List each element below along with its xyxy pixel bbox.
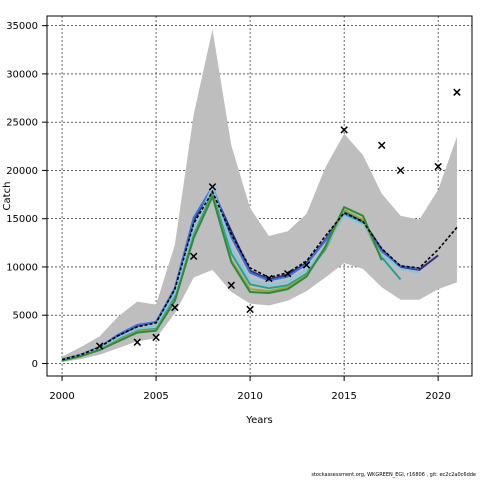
x-axis: 2000 2005 2010 2015 2020: [49, 376, 451, 402]
confidence-band: [62, 29, 457, 363]
median-line: [61, 189, 458, 361]
series-line-6: [61, 195, 383, 362]
y-tick-label: 20000: [6, 166, 38, 177]
observed-point: [378, 141, 386, 150]
x-axis-title: Years: [245, 415, 272, 426]
observed-point: [208, 183, 217, 191]
observed-point: [95, 342, 104, 350]
observed-point: [340, 126, 348, 134]
observed-point: [171, 303, 179, 312]
y-axis-title: Catch: [2, 182, 13, 211]
x-tick-label: 2010: [237, 391, 262, 402]
median-estimate-line: [61, 189, 458, 361]
y-tick-label: 5000: [13, 311, 38, 322]
observed-point: [396, 166, 405, 175]
x-tick-label: 2020: [425, 391, 450, 402]
plot-frame: [46, 15, 473, 377]
x-tick-label: 2015: [331, 391, 356, 402]
observed-point: [302, 261, 311, 269]
observed-point: [246, 305, 254, 314]
y-axis: 0 5000 10000 15000 20000 25000 30000 35000: [6, 21, 47, 370]
observed-point: [283, 269, 292, 278]
observed-markers: [95, 88, 461, 350]
observed-point: [133, 338, 141, 346]
y-tick-label: 15000: [6, 214, 38, 225]
y-tick-label: 0: [32, 359, 38, 370]
observed-point: [434, 162, 442, 171]
observed-point: [227, 281, 236, 290]
observed-point: [152, 333, 160, 342]
uncertainty-band: [62, 29, 457, 363]
series-line-4: [61, 185, 420, 362]
x-tick-label: 2005: [143, 391, 168, 402]
observed-point: [453, 88, 461, 96]
y-tick-label: 25000: [6, 118, 38, 129]
y-tick-label: 30000: [6, 69, 38, 80]
y-tick-label: 10000: [6, 262, 38, 273]
observed-point: [189, 252, 198, 261]
footer-credit: stockassessment.org, WKGREEN_EGI, r16806…: [311, 472, 476, 478]
y-tick-label: 35000: [6, 21, 38, 32]
series-lines: [61, 185, 439, 362]
observed-point: [265, 274, 273, 283]
x-tick-label: 2000: [49, 391, 74, 402]
